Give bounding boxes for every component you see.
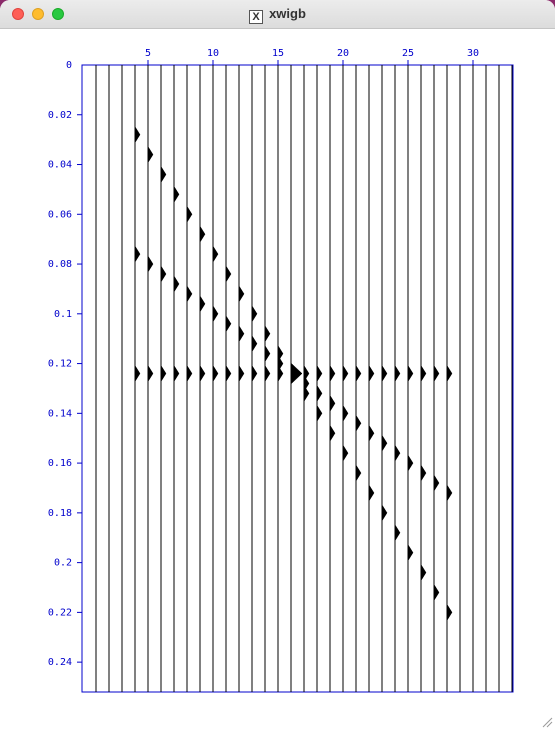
wiggle-event (186, 205, 193, 224)
wiggle-event (225, 265, 232, 283)
wiggle-event (147, 364, 154, 383)
x-origin-label: 0 (66, 60, 72, 71)
minimize-button[interactable] (32, 8, 44, 20)
wiggle-event (134, 125, 141, 144)
x-tick-label: 15 (272, 48, 284, 59)
wiggle-event (264, 324, 271, 343)
wiggle-event (381, 434, 388, 453)
wiggle-event (329, 364, 336, 383)
wiggle-event (381, 364, 388, 383)
maximize-button[interactable] (52, 8, 64, 20)
y-tick-label: 0.14 (48, 408, 72, 419)
wiggle-event (173, 185, 180, 204)
x-tick-label: 20 (337, 48, 349, 59)
close-button[interactable] (12, 8, 24, 20)
wiggle-event (433, 474, 440, 492)
y-tick-label: 0.08 (48, 259, 72, 270)
plot-frame (81, 64, 514, 693)
wiggle-event (316, 364, 323, 383)
wiggle-event (407, 454, 414, 472)
wiggle-event (407, 543, 414, 562)
wiggle-event (290, 362, 303, 385)
wiggle-event (303, 384, 310, 403)
wiggle-event (420, 464, 427, 482)
wiggle-event (134, 245, 141, 263)
wiggle-event (264, 364, 271, 383)
x-tick-label: 10 (207, 48, 219, 59)
wiggle-event (199, 225, 206, 244)
wiggle-event (212, 245, 219, 263)
y-tick-label: 0.06 (48, 209, 72, 220)
y-tick-label: 0.02 (48, 110, 72, 121)
wiggle-event (316, 404, 323, 423)
wiggle-event (212, 304, 219, 323)
wiggle-event (355, 414, 362, 433)
wiggle-event (368, 424, 375, 443)
y-tick-label: 0.18 (48, 508, 72, 519)
wiggle-event (186, 364, 193, 383)
wiggle-event (394, 444, 401, 463)
wiggle-event (251, 364, 258, 383)
wiggle-event (238, 324, 245, 343)
wiggle-event (225, 314, 232, 333)
wiggle-event (394, 364, 401, 383)
wiggle-event (264, 344, 271, 363)
wiggle-event (212, 364, 219, 383)
window-title-text: xwigb (269, 6, 306, 21)
wiggle-event (355, 464, 362, 482)
wiggle-event (316, 384, 323, 403)
wiggle-event (342, 364, 349, 383)
wiggle-event (433, 583, 440, 602)
x11-icon: X (249, 10, 264, 24)
wiggle-event (355, 364, 362, 383)
wiggle-event (147, 145, 154, 164)
wiggle-event (147, 255, 154, 273)
wiggle-event (446, 603, 453, 622)
wiggle-event (420, 364, 427, 383)
y-tick-label: 0.22 (48, 607, 72, 618)
wiggle-event (160, 364, 167, 383)
wiggle-event (160, 265, 167, 283)
wiggle-event (329, 394, 336, 413)
wiggle-event (446, 364, 453, 383)
wiggle-event (160, 165, 167, 184)
wiggle-event (420, 563, 427, 582)
wiggle-plot: 0 5 10 15 20 25 30 0.02 0.04 0.06 0.08 0.1 0.12 0.14 0… (48, 48, 514, 693)
wiggle-event (238, 364, 245, 383)
wiggle-event (186, 285, 193, 303)
resize-grip-icon[interactable] (541, 716, 553, 728)
y-tick-label: 0.04 (48, 160, 72, 171)
wiggle-event (277, 364, 284, 383)
wiggle-event (407, 364, 414, 383)
y-tick-label: 0.12 (48, 359, 72, 370)
wiggle-event (329, 424, 336, 443)
wiggle-event (394, 523, 401, 542)
x-tick-label: 5 (145, 48, 151, 59)
wiggle-event (446, 484, 453, 502)
wiggle-event (134, 364, 141, 383)
wiggle-event (368, 484, 375, 502)
wiggle-event (381, 503, 388, 522)
wiggle-event (199, 364, 206, 383)
x-tick-label: 30 (467, 48, 479, 59)
wiggle-event (342, 444, 349, 463)
y-tick-label: 0.24 (48, 657, 72, 668)
wiggle-event (251, 304, 258, 323)
y-tick-label: 0.16 (48, 458, 72, 469)
y-tick-label: 0.2 (54, 558, 72, 569)
wiggle-event (225, 364, 232, 383)
wiggle-event (199, 294, 206, 313)
wiggle-event (251, 334, 258, 353)
x-tick-label: 25 (402, 48, 414, 59)
y-tick-label: 0.1 (54, 309, 72, 320)
wiggle-event (173, 364, 180, 383)
wiggle-event (238, 285, 245, 303)
wiggle-event (368, 364, 375, 383)
wiggle-event (433, 364, 440, 383)
wiggle-event (342, 404, 349, 423)
wiggle-event (173, 275, 180, 293)
